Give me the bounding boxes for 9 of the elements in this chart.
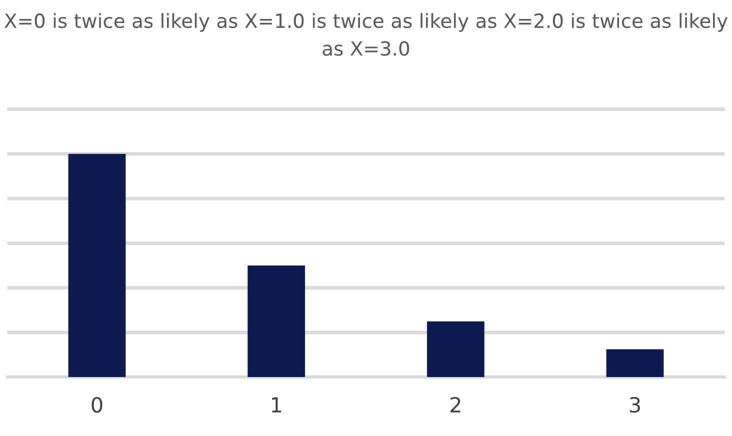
chart-title: X=0 is twice as likely as X=1.0 is twice as likely as X=2.0 is twice as likely as X=3.0 [4, 13, 728, 56]
bar [426, 321, 484, 378]
bar [68, 154, 126, 378]
bar [248, 266, 306, 378]
x-tick-label: 2 [450, 396, 460, 412]
x-tick-label: 1 [272, 397, 282, 412]
bar [606, 349, 664, 378]
x-tick-label: 0 [92, 396, 102, 413]
x-tick-label: 3 [630, 396, 640, 413]
